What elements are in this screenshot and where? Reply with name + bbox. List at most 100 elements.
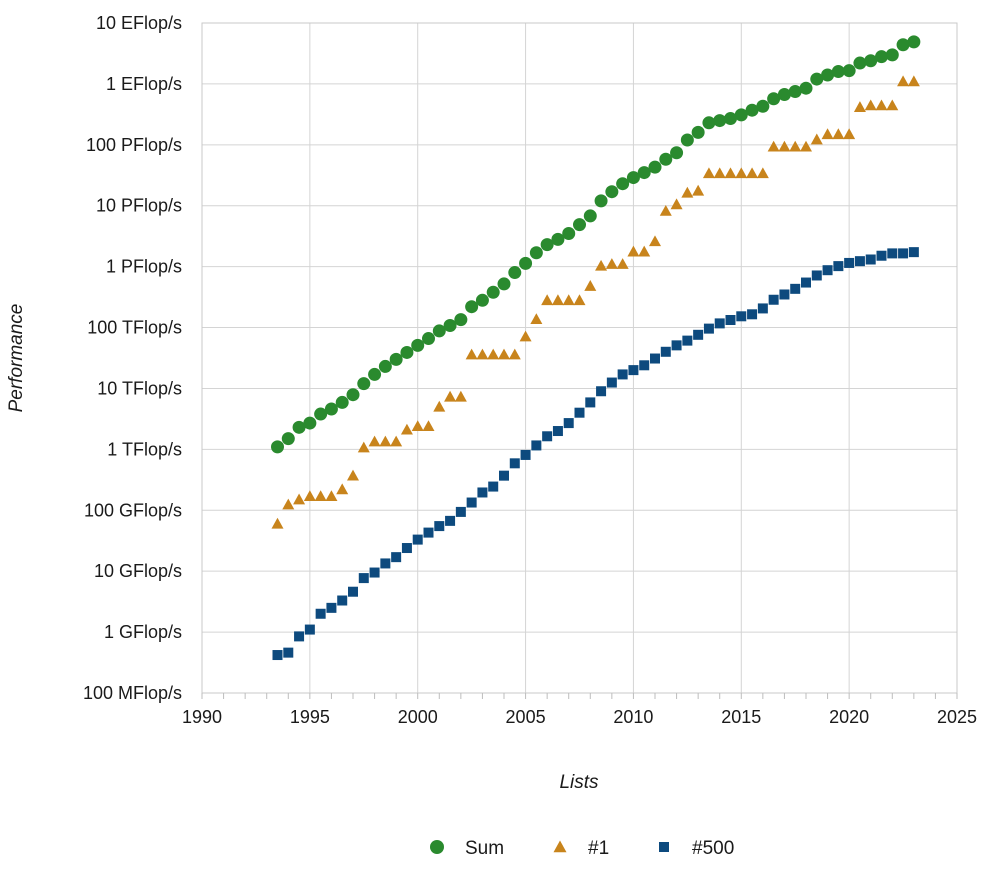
data-point-top1	[875, 99, 888, 111]
data-point-sum	[497, 277, 511, 291]
legend: Sum #1 #500	[430, 838, 734, 859]
data-point-sum	[465, 300, 479, 314]
data-point-sum	[788, 85, 802, 99]
data-point-sum	[680, 133, 694, 147]
data-point-rank500	[488, 481, 499, 492]
data-point-sum	[864, 54, 878, 68]
y-tick-label: 100 TFlop/s	[87, 318, 182, 338]
legend-label-rank500: #500	[692, 838, 734, 859]
data-point-rank500	[887, 248, 898, 259]
data-point-rank500	[455, 506, 466, 517]
data-point-sum	[821, 68, 835, 82]
x-tick-labels: 1990 1995 2000 2005 2010 2015 2020 2025	[182, 707, 977, 727]
data-point-top1	[314, 490, 327, 502]
legend-item-top1: #1	[553, 838, 609, 859]
data-point-rank500	[757, 303, 768, 314]
data-point-top1	[670, 198, 683, 210]
data-point-top1	[649, 235, 661, 247]
data-point-top1	[293, 493, 306, 505]
data-point-rank500	[294, 631, 305, 642]
legend-marker-rank500	[659, 842, 669, 852]
data-point-rank500	[552, 426, 563, 437]
y-tick-labels: 100 MFlop/s 1 GFlop/s 10 GFlop/s 100 GFlop/…	[83, 13, 182, 703]
data-point-rank500	[703, 323, 714, 334]
data-point-top1	[886, 99, 899, 111]
data-point-top1	[627, 245, 640, 257]
y-tick-label: 10 TFlop/s	[97, 378, 182, 398]
data-point-rank500	[304, 624, 315, 635]
data-point-sum	[443, 319, 457, 333]
data-point-top1	[282, 498, 295, 510]
data-point-rank500	[585, 397, 596, 408]
plot-area-frame	[201, 22, 958, 694]
data-point-rank500	[348, 586, 358, 597]
data-point-top1	[907, 75, 920, 87]
data-point-sum	[508, 266, 522, 280]
data-point-rank500	[499, 470, 509, 481]
data-point-sum	[626, 171, 640, 185]
data-point-sum	[691, 125, 705, 139]
data-point-top1	[551, 294, 564, 306]
data-point-sum	[529, 246, 543, 260]
y-tick-label: 10 GFlop/s	[94, 561, 182, 581]
data-point-sum	[702, 116, 716, 130]
data-point-top1	[562, 294, 575, 306]
y-tick-label: 1 TFlop/s	[107, 439, 182, 459]
data-point-sum	[573, 218, 586, 232]
data-point-sum	[454, 313, 468, 327]
y-tick-label: 100 GFlop/s	[84, 500, 182, 520]
data-point-sum	[368, 367, 382, 381]
y-tick-label: 1 GFlop/s	[104, 622, 182, 642]
data-point-sum	[734, 108, 748, 122]
data-point-rank500	[272, 650, 283, 661]
data-point-top1	[584, 280, 597, 291]
data-point-sum	[799, 81, 813, 95]
data-point-sum	[583, 209, 597, 223]
data-point-sum	[378, 359, 392, 373]
data-point-sum	[411, 338, 425, 352]
data-point-top1	[692, 184, 705, 196]
y-axis-title: Performance	[6, 304, 27, 413]
legend-label-top1: #1	[588, 838, 609, 859]
data-point-top1	[508, 348, 521, 360]
x-tick-label: 2005	[506, 707, 546, 727]
data-point-rank500	[801, 277, 811, 288]
data-point-rank500	[854, 256, 865, 267]
data-point-rank500	[358, 573, 369, 584]
data-point-rank500	[423, 527, 434, 538]
data-point-top1	[498, 348, 510, 360]
legend-label-sum: Sum	[465, 838, 504, 859]
data-point-top1	[541, 294, 554, 306]
data-point-rank500	[574, 407, 585, 418]
data-point-top1	[454, 390, 467, 402]
data-point-top1	[336, 483, 349, 495]
data-point-top1	[767, 140, 780, 152]
data-point-sum	[648, 160, 662, 174]
data-point-sum	[777, 88, 791, 102]
data-point-top1	[864, 99, 877, 111]
data-point-rank500	[682, 335, 693, 346]
data-point-top1	[476, 348, 489, 360]
data-point-sum	[422, 332, 435, 346]
data-point-sum	[875, 50, 888, 64]
data-point-top1	[271, 517, 284, 529]
data-point-rank500	[714, 318, 725, 329]
data-point-top1	[573, 294, 586, 306]
legend-item-sum: Sum	[430, 838, 504, 859]
legend-marker-sum	[430, 840, 444, 854]
data-point-rank500	[768, 294, 779, 305]
data-point-rank500	[628, 365, 639, 376]
data-point-top1	[519, 330, 532, 342]
x-axis-title: Lists	[559, 772, 599, 793]
y-tick-label: 100 MFlop/s	[83, 683, 182, 703]
x-tick-label: 2025	[937, 707, 977, 727]
data-point-rank500	[531, 440, 542, 451]
x-tick-label: 2015	[721, 707, 761, 727]
data-point-top1	[810, 133, 823, 145]
data-point-rank500	[844, 257, 855, 268]
data-point-top1	[713, 167, 726, 179]
data-point-sum	[519, 256, 533, 270]
data-point-sum	[670, 146, 684, 160]
data-point-top1	[605, 258, 618, 269]
